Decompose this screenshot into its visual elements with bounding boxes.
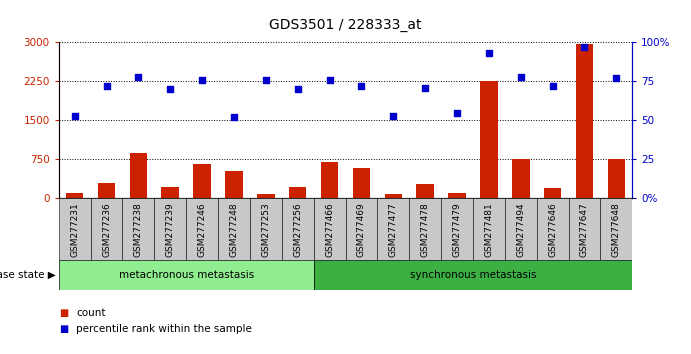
FancyBboxPatch shape xyxy=(314,260,632,290)
Bar xyxy=(66,193,84,198)
FancyBboxPatch shape xyxy=(91,198,122,260)
Text: GSM277494: GSM277494 xyxy=(516,202,525,257)
Text: GSM277256: GSM277256 xyxy=(293,202,302,257)
FancyBboxPatch shape xyxy=(473,198,505,260)
Text: GSM277239: GSM277239 xyxy=(166,202,175,257)
Text: GSM277647: GSM277647 xyxy=(580,202,589,257)
Point xyxy=(133,74,144,80)
Bar xyxy=(607,159,625,198)
Bar xyxy=(352,168,370,198)
Text: GSM277646: GSM277646 xyxy=(548,202,557,257)
FancyBboxPatch shape xyxy=(537,198,569,260)
FancyBboxPatch shape xyxy=(186,198,218,260)
Point xyxy=(515,74,527,80)
FancyBboxPatch shape xyxy=(282,198,314,260)
Point xyxy=(579,44,590,50)
Text: GSM277469: GSM277469 xyxy=(357,202,366,257)
FancyBboxPatch shape xyxy=(122,198,154,260)
Text: GSM277648: GSM277648 xyxy=(612,202,621,257)
Point xyxy=(388,113,399,119)
Bar xyxy=(130,153,147,198)
Point xyxy=(261,77,272,83)
Bar xyxy=(97,183,115,198)
FancyBboxPatch shape xyxy=(441,198,473,260)
Text: GSM277466: GSM277466 xyxy=(325,202,334,257)
Bar xyxy=(225,171,243,198)
FancyBboxPatch shape xyxy=(600,198,632,260)
Text: GSM277253: GSM277253 xyxy=(261,202,270,257)
Text: GSM277236: GSM277236 xyxy=(102,202,111,257)
Bar xyxy=(321,162,339,198)
Bar xyxy=(289,187,307,198)
Point xyxy=(324,77,335,83)
Bar xyxy=(257,194,274,198)
Point xyxy=(611,75,622,81)
FancyBboxPatch shape xyxy=(154,198,186,260)
Text: metachronous metastasis: metachronous metastasis xyxy=(119,270,254,280)
Point xyxy=(69,113,80,119)
Text: ■: ■ xyxy=(59,324,68,334)
FancyBboxPatch shape xyxy=(59,198,91,260)
Text: ■: ■ xyxy=(59,308,68,318)
Text: GSM277248: GSM277248 xyxy=(229,202,238,257)
Point xyxy=(419,85,430,91)
FancyBboxPatch shape xyxy=(250,198,282,260)
Point xyxy=(356,83,367,89)
Bar xyxy=(512,159,529,198)
Point xyxy=(196,77,207,83)
Text: GSM277477: GSM277477 xyxy=(389,202,398,257)
Point xyxy=(164,86,176,92)
Text: GSM277478: GSM277478 xyxy=(421,202,430,257)
Bar xyxy=(162,187,179,198)
FancyBboxPatch shape xyxy=(346,198,377,260)
FancyBboxPatch shape xyxy=(505,198,537,260)
FancyBboxPatch shape xyxy=(218,198,250,260)
Text: GSM277479: GSM277479 xyxy=(453,202,462,257)
Point xyxy=(229,114,240,120)
Text: GSM277231: GSM277231 xyxy=(70,202,79,257)
Point xyxy=(101,83,112,89)
FancyBboxPatch shape xyxy=(409,198,441,260)
Bar xyxy=(576,44,594,198)
Bar xyxy=(384,194,402,198)
FancyBboxPatch shape xyxy=(377,198,409,260)
Bar xyxy=(544,188,561,198)
Point xyxy=(483,51,494,56)
Bar xyxy=(448,193,466,198)
Text: synchronous metastasis: synchronous metastasis xyxy=(410,270,536,280)
Text: GDS3501 / 228333_at: GDS3501 / 228333_at xyxy=(269,18,422,32)
Bar xyxy=(417,184,434,198)
Bar xyxy=(193,165,211,198)
Text: percentile rank within the sample: percentile rank within the sample xyxy=(76,324,252,334)
Bar xyxy=(480,81,498,198)
Text: GSM277481: GSM277481 xyxy=(484,202,493,257)
Point xyxy=(451,110,462,115)
FancyBboxPatch shape xyxy=(314,198,346,260)
Point xyxy=(292,86,303,92)
Point xyxy=(547,83,558,89)
FancyBboxPatch shape xyxy=(59,260,314,290)
Text: count: count xyxy=(76,308,106,318)
Text: GSM277238: GSM277238 xyxy=(134,202,143,257)
Text: GSM277246: GSM277246 xyxy=(198,202,207,257)
FancyBboxPatch shape xyxy=(569,198,600,260)
Text: disease state ▶: disease state ▶ xyxy=(0,270,55,280)
